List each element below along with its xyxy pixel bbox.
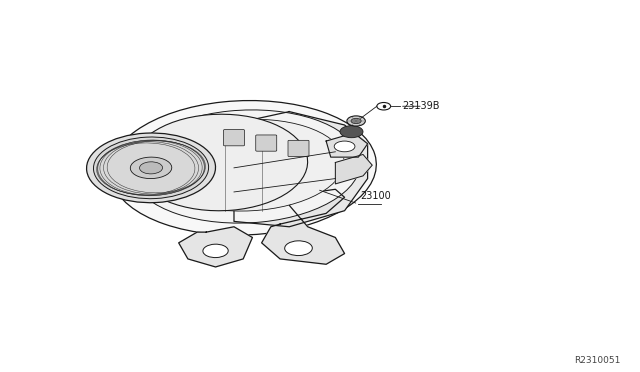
Ellipse shape: [340, 126, 363, 138]
Ellipse shape: [131, 110, 360, 223]
Ellipse shape: [110, 100, 376, 235]
Ellipse shape: [285, 241, 312, 256]
Text: R2310051: R2310051: [575, 356, 621, 365]
Ellipse shape: [140, 162, 163, 174]
Ellipse shape: [131, 157, 172, 179]
Ellipse shape: [334, 141, 355, 152]
FancyBboxPatch shape: [256, 135, 276, 151]
Polygon shape: [262, 189, 344, 264]
Polygon shape: [179, 227, 252, 267]
Ellipse shape: [351, 118, 361, 124]
Ellipse shape: [132, 114, 308, 211]
Ellipse shape: [86, 133, 216, 203]
Polygon shape: [234, 112, 367, 227]
Polygon shape: [335, 154, 372, 184]
Ellipse shape: [203, 244, 228, 257]
Text: 23139B: 23139B: [402, 101, 440, 111]
Ellipse shape: [347, 116, 365, 126]
Ellipse shape: [152, 119, 344, 211]
Text: 23100: 23100: [361, 191, 392, 201]
Polygon shape: [326, 133, 367, 157]
Ellipse shape: [93, 137, 209, 199]
FancyBboxPatch shape: [223, 129, 244, 146]
FancyBboxPatch shape: [288, 140, 309, 157]
